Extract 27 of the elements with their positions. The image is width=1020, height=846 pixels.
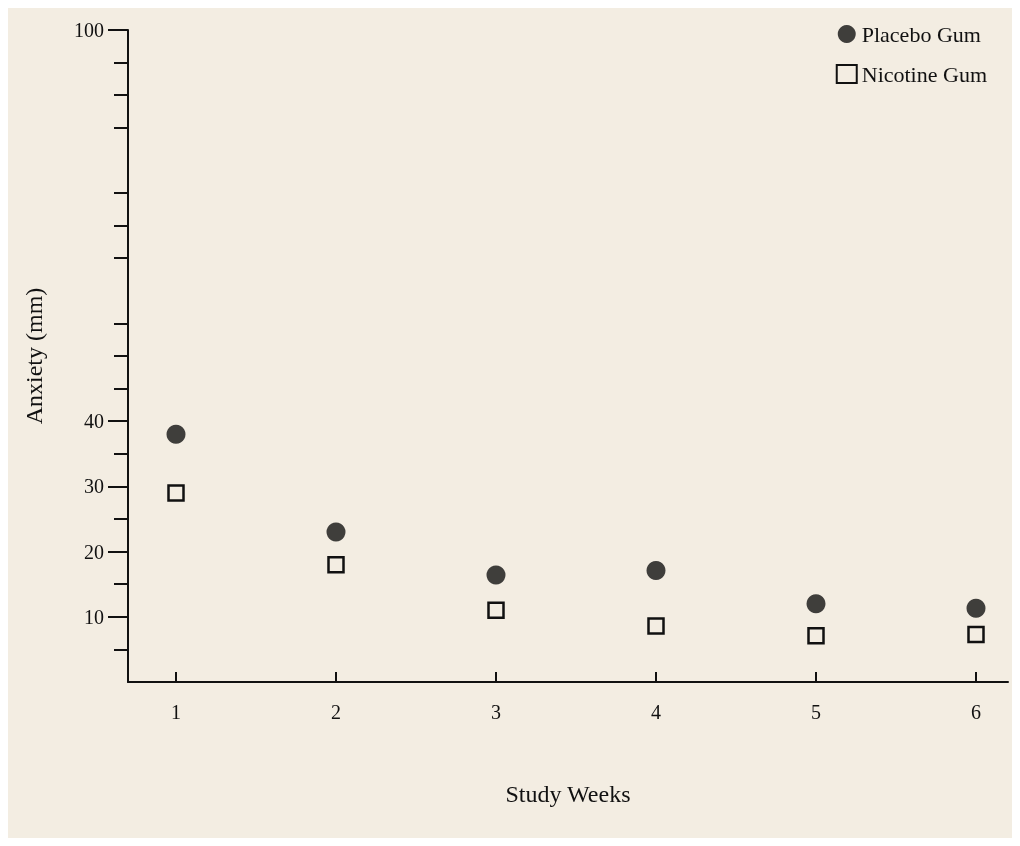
y-tick-label: 10	[84, 605, 104, 628]
y-tick-label: 100	[74, 19, 104, 41]
x-tick-label: 1	[171, 701, 181, 723]
y-axis-title: Anxiety (mm)	[21, 287, 47, 425]
point	[326, 522, 346, 542]
x-tick-label: 3	[491, 701, 501, 723]
point	[967, 625, 985, 644]
legend-label: Placebo Gum	[861, 21, 981, 47]
point	[646, 561, 666, 580]
x-tick-label: 5	[811, 701, 821, 723]
point	[647, 617, 665, 635]
point	[966, 598, 986, 618]
y-tick-label: 20	[84, 540, 104, 563]
point	[166, 424, 186, 444]
y-tick-label: 30	[84, 475, 104, 498]
point	[327, 555, 345, 574]
point	[806, 594, 826, 614]
legend-label: Nicotine Gum	[861, 61, 988, 87]
y-tick-label: 40	[84, 410, 104, 433]
x-tick-label: 4	[651, 701, 661, 723]
x-axis-title: Study Weeks	[505, 781, 631, 807]
x-tick-label: 6	[971, 701, 981, 723]
point	[807, 626, 825, 645]
x-tick-label: 2	[331, 701, 341, 723]
point	[487, 601, 505, 620]
point	[486, 565, 506, 585]
point	[167, 484, 185, 502]
